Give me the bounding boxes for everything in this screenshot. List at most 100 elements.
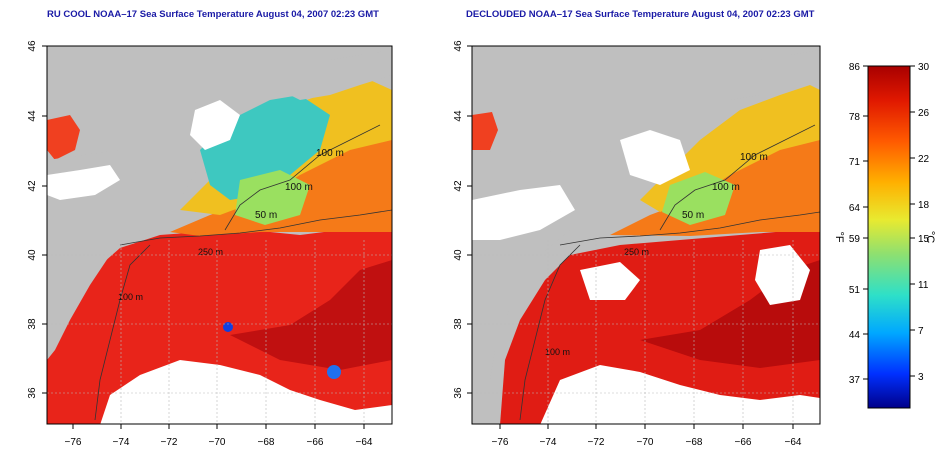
lon-tick-label: −68 bbox=[258, 437, 275, 448]
lon-tick-label: −70 bbox=[637, 437, 654, 448]
right-map-frame bbox=[471, 45, 821, 425]
cold-patch bbox=[662, 172, 735, 225]
c-tick-label: 15 bbox=[918, 234, 930, 245]
f-tick-label: 71 bbox=[849, 157, 861, 168]
f-tick-label: 64 bbox=[849, 203, 861, 214]
lon-tick-label: −74 bbox=[540, 437, 557, 448]
lon-tick-label: −70 bbox=[209, 437, 226, 448]
right-gridlines bbox=[472, 240, 820, 424]
us-coast-land bbox=[47, 150, 200, 360]
left-map-title: RU COOL NOAA–17 Sea Surface Temperature … bbox=[47, 9, 379, 20]
lat-tick-label: 42 bbox=[27, 180, 38, 192]
f-tick-label: 59 bbox=[849, 234, 861, 245]
bathymetry-contour bbox=[94, 244, 151, 421]
lon-tick-label: −68 bbox=[686, 437, 703, 448]
left-lat-axis: 46 44 42 40 38 36 bbox=[27, 40, 38, 399]
contour-label: 100 m bbox=[118, 292, 143, 302]
fahrenheit-ticks: 86 78 71 64 59 51 44 37 bbox=[849, 62, 861, 386]
right-map-title: DECLOUDED NOAA–17 Sea Surface Temperatur… bbox=[466, 9, 815, 20]
f-tick-label: 44 bbox=[849, 330, 861, 341]
lat-tick-label: 44 bbox=[27, 110, 38, 122]
f-tick-label: 78 bbox=[849, 112, 861, 123]
c-tick-label: 11 bbox=[918, 280, 929, 291]
cold-eddy bbox=[223, 322, 233, 332]
contour-label: 50 m bbox=[682, 210, 704, 221]
lat-tick-label: 40 bbox=[453, 249, 464, 261]
contour-label: 100 m bbox=[740, 152, 768, 163]
contour-label: 100 m bbox=[712, 182, 740, 193]
cloud-mask-south bbox=[540, 365, 820, 424]
bathymetry-contour bbox=[559, 211, 820, 246]
bathymetry-contour bbox=[659, 124, 816, 231]
c-tick-label: 22 bbox=[918, 154, 930, 165]
c-tick-label: 26 bbox=[918, 108, 930, 119]
celsius-unit-label: °C bbox=[924, 231, 936, 243]
contour-label: 250 m bbox=[198, 247, 223, 257]
f-tick-label: 37 bbox=[849, 375, 861, 386]
warm-core bbox=[230, 260, 392, 370]
cloud-mask-east bbox=[755, 245, 810, 305]
cold-patch bbox=[235, 170, 310, 225]
left-lat-tickmarks bbox=[42, 45, 47, 394]
lat-tick-label: 36 bbox=[27, 387, 38, 399]
cold-eddy bbox=[327, 365, 341, 379]
right-lon-axis: −76 −74 −72 −70 −68 −66 −64 bbox=[492, 437, 802, 448]
left-lon-tickmarks bbox=[72, 424, 365, 429]
cloud-mid bbox=[47, 165, 120, 200]
lon-tick-label: −66 bbox=[307, 437, 324, 448]
nova-scotia-land bbox=[270, 50, 392, 100]
contour-label: 100 m bbox=[285, 182, 313, 193]
colorbar: 86 78 71 64 59 51 44 37 30 26 22 18 15 1… bbox=[833, 62, 936, 409]
contour-label: 100 m bbox=[316, 148, 344, 159]
colorbar-tickmarks bbox=[863, 65, 915, 380]
cloud-mask-west bbox=[472, 185, 575, 240]
lon-tick-label: −64 bbox=[356, 437, 373, 448]
bathymetry-contour bbox=[519, 244, 581, 421]
lat-tick-label: 38 bbox=[453, 318, 464, 330]
cloud-mask-north bbox=[620, 130, 690, 185]
left-lon-axis: −76 −74 −72 −70 −68 −66 −64 bbox=[65, 437, 373, 448]
western-warm-water bbox=[472, 112, 498, 150]
f-tick-label: 86 bbox=[849, 62, 861, 73]
lon-tick-label: −76 bbox=[65, 437, 82, 448]
left-map-frame bbox=[46, 45, 393, 425]
western-warm-water bbox=[47, 115, 80, 160]
cloud-north bbox=[190, 100, 240, 150]
right-lat-tickmarks bbox=[467, 45, 472, 394]
lat-tick-label: 36 bbox=[453, 387, 464, 399]
lat-tick-label: 44 bbox=[453, 110, 464, 122]
gulf-stream-water bbox=[47, 228, 392, 424]
c-tick-label: 3 bbox=[918, 372, 924, 383]
lat-tick-label: 46 bbox=[453, 40, 464, 52]
right-lon-tickmarks bbox=[499, 424, 794, 429]
contour-label: 50 m bbox=[255, 210, 277, 221]
celsius-ticks: 30 26 22 18 15 11 7 3 bbox=[918, 62, 930, 383]
right-lat-axis: 46 44 42 40 38 36 bbox=[453, 40, 464, 399]
c-tick-label: 30 bbox=[918, 62, 930, 73]
cloud-south bbox=[100, 360, 392, 424]
lon-tick-label: −64 bbox=[785, 437, 802, 448]
fahrenheit-unit-label: °F bbox=[833, 231, 845, 242]
contour-label: 100 m bbox=[545, 347, 570, 357]
lon-tick-label: −76 bbox=[492, 437, 509, 448]
lon-tick-label: −66 bbox=[735, 437, 752, 448]
f-tick-label: 51 bbox=[849, 285, 861, 296]
right-map bbox=[472, 46, 820, 424]
lat-tick-label: 46 bbox=[27, 40, 38, 52]
cloud-mask-mid bbox=[580, 262, 640, 300]
lat-tick-label: 38 bbox=[27, 318, 38, 330]
bathymetry-contour bbox=[119, 209, 392, 246]
contour-label: 250 m bbox=[624, 247, 649, 257]
left-map bbox=[47, 46, 392, 424]
lat-tick-label: 40 bbox=[27, 249, 38, 261]
lon-tick-label: −72 bbox=[588, 437, 605, 448]
nova-scotia-land bbox=[700, 50, 820, 100]
lon-tick-label: −74 bbox=[113, 437, 130, 448]
c-tick-label: 18 bbox=[918, 200, 930, 211]
left-gridlines bbox=[47, 240, 392, 424]
c-tick-label: 7 bbox=[918, 326, 924, 337]
lat-tick-label: 42 bbox=[453, 180, 464, 192]
bathymetry-contour bbox=[224, 124, 381, 231]
lon-tick-label: −72 bbox=[161, 437, 178, 448]
